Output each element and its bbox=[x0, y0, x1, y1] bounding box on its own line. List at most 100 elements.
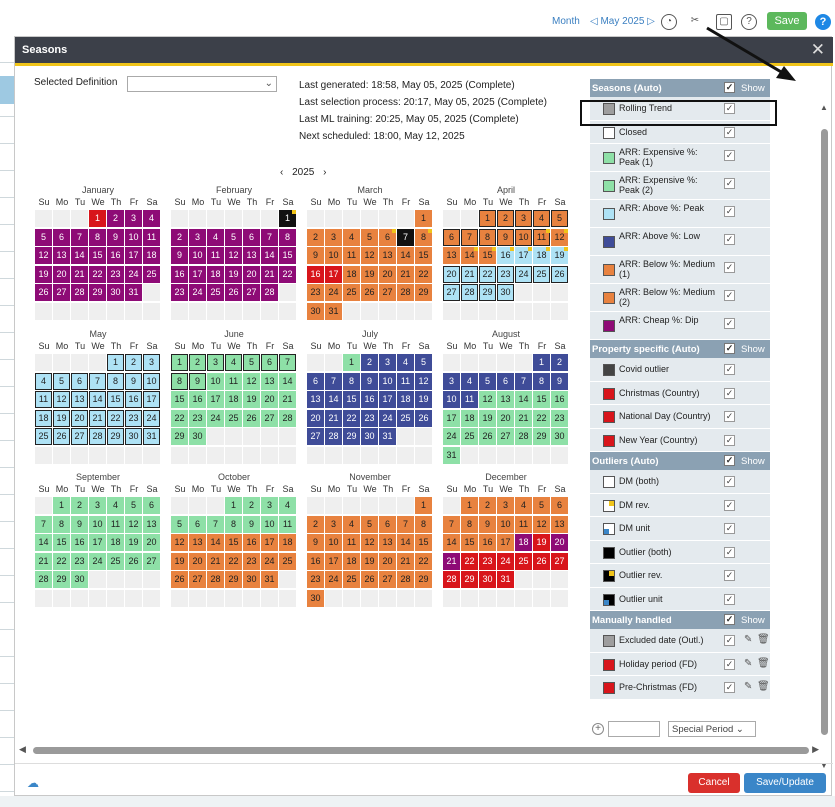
calendar-day[interactable]: 13 bbox=[497, 391, 514, 408]
calendar-day[interactable]: 27 bbox=[307, 428, 324, 445]
calendar-day[interactable]: 2 bbox=[71, 497, 88, 514]
calendar-day[interactable]: 19 bbox=[243, 391, 260, 408]
calendar-day[interactable]: 5 bbox=[479, 372, 496, 390]
calendar-day[interactable]: 7 bbox=[515, 372, 532, 390]
calendar-day[interactable]: 27 bbox=[379, 284, 396, 301]
calendar-day[interactable]: 30 bbox=[307, 302, 324, 320]
trash-icon[interactable]: 🗑 bbox=[757, 657, 770, 669]
calendar-day[interactable]: 24 bbox=[515, 265, 532, 283]
calendar-day[interactable]: 31 bbox=[143, 428, 160, 445]
legend-checkbox[interactable]: ✓ bbox=[724, 523, 735, 534]
calendar-day[interactable]: 28 bbox=[71, 284, 88, 301]
calendar-day[interactable]: 24 bbox=[497, 552, 514, 570]
calendar-day[interactable]: 13 bbox=[551, 515, 568, 533]
special-period-select[interactable]: Special Period ⌄ bbox=[668, 721, 756, 737]
calendar-day[interactable]: 19 bbox=[361, 265, 378, 283]
scroll-down-icon[interactable]: ▼ bbox=[820, 761, 828, 770]
calendar-day[interactable]: 26 bbox=[479, 428, 496, 445]
calendar-day[interactable]: 11 bbox=[515, 515, 532, 533]
calendar-day[interactable]: 22 bbox=[343, 409, 360, 427]
calendar-day[interactable]: 23 bbox=[497, 265, 514, 283]
calendar-day[interactable]: 11 bbox=[461, 391, 478, 408]
calendar-day[interactable]: 13 bbox=[243, 247, 260, 264]
calendar-day[interactable]: 18 bbox=[461, 409, 478, 427]
calendar-day[interactable]: 15 bbox=[533, 391, 550, 408]
calendar-day[interactable]: 17 bbox=[189, 265, 206, 283]
calendar-day[interactable]: 17 bbox=[515, 247, 532, 264]
calendar-day[interactable]: 15 bbox=[53, 534, 70, 551]
calendar-day[interactable]: 18 bbox=[107, 534, 124, 551]
calendar-day[interactable]: 25 bbox=[107, 552, 124, 570]
calendar-day[interactable]: 6 bbox=[71, 372, 88, 390]
calendar-day[interactable]: 14 bbox=[261, 247, 278, 264]
calendar-day[interactable]: 16 bbox=[125, 391, 142, 408]
calendar-day[interactable]: 26 bbox=[225, 284, 242, 301]
calendar-day[interactable]: 13 bbox=[189, 534, 206, 551]
calendar-day[interactable]: 2 bbox=[497, 210, 514, 227]
calendar-day[interactable]: 1 bbox=[89, 210, 106, 227]
calendar-day[interactable]: 21 bbox=[207, 552, 224, 570]
calendar-day[interactable]: 12 bbox=[171, 534, 188, 551]
edit-icon[interactable]: ✎ bbox=[744, 657, 753, 669]
calendar-day[interactable]: 9 bbox=[497, 228, 514, 246]
calendar-day[interactable]: 21 bbox=[397, 265, 414, 283]
calendar-day[interactable]: 23 bbox=[361, 409, 378, 427]
calendar-day[interactable]: 24 bbox=[143, 409, 160, 427]
calendar-day[interactable]: 19 bbox=[53, 409, 70, 427]
calendar-day[interactable]: 2 bbox=[307, 515, 324, 533]
calendar-day[interactable]: 21 bbox=[89, 409, 106, 427]
close-icon[interactable]: ✕ bbox=[810, 40, 825, 59]
calendar-day[interactable]: 21 bbox=[461, 265, 478, 283]
horizontal-scrollbar[interactable]: ◀ ▶ bbox=[19, 744, 819, 756]
calendar-day[interactable]: 15 bbox=[461, 534, 478, 551]
calendar-day[interactable]: 22 bbox=[89, 265, 106, 283]
calendar-day[interactable]: 27 bbox=[379, 571, 396, 588]
calendar-day[interactable]: 3 bbox=[325, 228, 342, 246]
special-period-input[interactable] bbox=[608, 721, 660, 737]
calendar-day[interactable]: 11 bbox=[343, 247, 360, 264]
calendar-day[interactable]: 13 bbox=[261, 372, 278, 390]
calendar-day[interactable]: 11 bbox=[107, 515, 124, 533]
calendar-day[interactable]: 1 bbox=[415, 497, 432, 514]
edit-icon[interactable]: ✎ bbox=[744, 681, 753, 692]
calendar-day[interactable]: 26 bbox=[53, 428, 70, 445]
calendar-day[interactable]: 3 bbox=[125, 210, 142, 227]
vertical-scrollbar[interactable]: ▲ ▼ bbox=[819, 99, 829, 775]
calendar-day[interactable]: 8 bbox=[343, 372, 360, 390]
calendar-day[interactable]: 6 bbox=[189, 515, 206, 533]
calendar-day[interactable]: 26 bbox=[551, 265, 568, 283]
calendar-day[interactable]: 21 bbox=[71, 265, 88, 283]
calendar-day[interactable]: 12 bbox=[361, 247, 378, 264]
calendar-day[interactable]: 23 bbox=[171, 284, 188, 301]
calendar-day[interactable]: 7 bbox=[35, 515, 52, 533]
calendar-day[interactable]: 27 bbox=[443, 284, 460, 301]
calendar-day[interactable]: 26 bbox=[415, 409, 432, 427]
calendar-day[interactable]: 8 bbox=[53, 515, 70, 533]
calendar-day[interactable]: 10 bbox=[325, 534, 342, 551]
calendar-day[interactable]: 24 bbox=[207, 409, 224, 427]
calendar-day[interactable]: 10 bbox=[143, 372, 160, 390]
calendar-day[interactable]: 27 bbox=[53, 284, 70, 301]
calendar-day[interactable]: 19 bbox=[361, 552, 378, 570]
calendar-day[interactable]: 14 bbox=[515, 391, 532, 408]
calendar-day[interactable]: 23 bbox=[189, 409, 206, 427]
calendar-day[interactable]: 1 bbox=[533, 354, 550, 371]
calendar-day[interactable]: 11 bbox=[207, 247, 224, 264]
calendar-day[interactable]: 13 bbox=[71, 391, 88, 408]
calendar-day[interactable]: 4 bbox=[143, 210, 160, 227]
calendar-day[interactable]: 6 bbox=[443, 228, 460, 246]
calendar-day[interactable]: 14 bbox=[89, 391, 106, 408]
calendar-day[interactable]: 15 bbox=[343, 391, 360, 408]
calendar-day[interactable]: 23 bbox=[71, 552, 88, 570]
calendar-day[interactable]: 12 bbox=[551, 228, 568, 246]
calendar-day[interactable]: 3 bbox=[261, 497, 278, 514]
calendar-day[interactable]: 31 bbox=[379, 428, 396, 445]
calendar-day[interactable]: 15 bbox=[415, 247, 432, 264]
calendar-day[interactable]: 19 bbox=[551, 247, 568, 264]
calendar-day[interactable]: 7 bbox=[397, 228, 414, 246]
calendar-day[interactable]: 5 bbox=[53, 372, 70, 390]
calendar-day[interactable]: 18 bbox=[533, 247, 550, 264]
calendar-day[interactable]: 7 bbox=[71, 228, 88, 246]
calendar-day[interactable]: 27 bbox=[243, 284, 260, 301]
calendar-day[interactable]: 25 bbox=[35, 428, 52, 445]
